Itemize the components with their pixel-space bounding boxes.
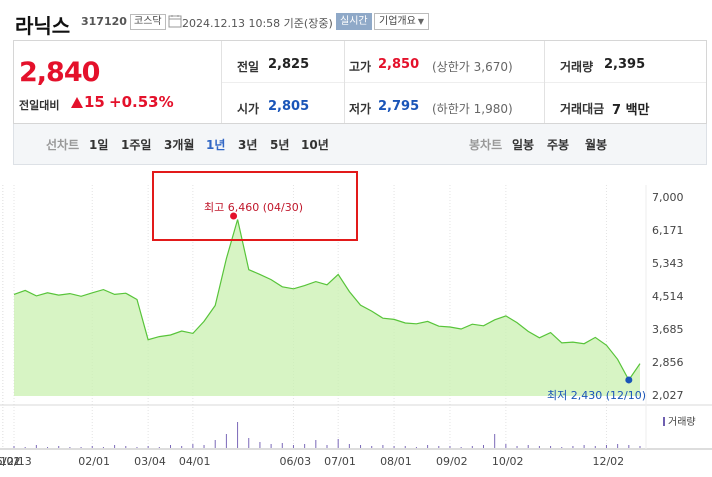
tab-3m[interactable]: 3개월: [164, 138, 195, 152]
x-tick-label: 06/03: [279, 455, 312, 468]
quote-datetime: 2024.12.13 10:58 기준(장중): [182, 17, 333, 30]
stock-code: 317120: [81, 15, 127, 28]
y-tick-label: 4,514: [652, 289, 684, 303]
tab-1w[interactable]: 1주일: [121, 138, 152, 152]
high-annotation: 최고 6,460 (04/30): [204, 201, 304, 214]
high-marker: [230, 212, 238, 220]
y-tick-label: 3,685: [652, 322, 684, 336]
realtime-button[interactable]: 실시간: [336, 13, 372, 30]
x-tick-label: 09/02: [435, 455, 468, 468]
high-highlight-box: [152, 171, 358, 241]
low-value: 2,795: [378, 99, 420, 114]
x-tick-label: 05/02: [0, 455, 21, 468]
tab-3y[interactable]: 3년: [238, 138, 258, 152]
stats-separator: [344, 41, 345, 123]
low-annotation: 최저 2,430 (12/10): [547, 389, 647, 402]
x-tick-label: 10/02: [491, 455, 524, 468]
company-info-dropdown[interactable]: 기업개요 ▼: [374, 13, 429, 30]
volume-legend-swatch: [663, 417, 665, 426]
candle-chart-label: 봉차트: [469, 138, 503, 152]
tab-1d[interactable]: 1일: [89, 138, 109, 152]
up-triangle-icon: [71, 97, 83, 108]
tab-weekly-candle[interactable]: 주봉: [547, 138, 570, 152]
stats-divider: [222, 82, 706, 83]
y-tick-label: 2,856: [652, 355, 684, 369]
low-marker: [625, 376, 633, 384]
x-tick-label: 11/01: [0, 455, 21, 468]
tab-10y[interactable]: 10년: [301, 138, 329, 152]
chart-period-tabs: 선차트 1일 1주일 3개월 1년 3년 5년 10년 봉차트 일봉 주봉 월봉: [13, 124, 707, 165]
x-tick-label: 04/01: [178, 455, 211, 468]
price-chart[interactable]: 7,000 6,171 5,343 4,514 3,685 2,856 2,027 12/1…: [0, 165, 712, 477]
tab-1y[interactable]: 1년: [206, 138, 226, 152]
change-percent: +0.53%: [109, 93, 174, 111]
market-badge: 코스닥: [130, 14, 166, 30]
volume-legend: 거래량: [663, 413, 696, 428]
tab-monthly-candle[interactable]: 월봉: [585, 138, 608, 152]
change-label: 전일대비: [19, 99, 60, 112]
lower-limit: (하한가 1,980): [432, 102, 513, 116]
trade-amount-label: 거래대금: [560, 102, 605, 116]
x-tick-label: 02/01: [78, 455, 110, 468]
x-tick-label: 03/04: [134, 455, 166, 468]
prev-close-value: 2,825: [268, 57, 310, 72]
x-tick-label: 07/01: [324, 455, 356, 468]
volume-legend-label: 거래량: [668, 417, 696, 428]
y-tick-label: 2,027: [652, 389, 684, 402]
current-price: 2,840: [19, 57, 100, 88]
x-tick-label: 08/01: [380, 455, 412, 468]
line-chart-label: 선차트: [46, 138, 80, 152]
quote-header: 라닉스 317120 코스닥 2024.12.13 10:58 기준(장중) 실…: [0, 0, 712, 40]
price-line: [13, 219, 641, 382]
x-tick-label: 12/02: [592, 455, 625, 468]
prev-close-label: 전일: [237, 60, 260, 74]
volume-label: 거래량: [560, 60, 594, 74]
tab-daily-candle[interactable]: 일봉: [512, 138, 535, 152]
y-tick-label: 6,171: [652, 224, 684, 237]
calendar-icon: [168, 15, 182, 28]
chevron-down-icon: ▼: [417, 17, 424, 26]
volume-value: 2,395: [604, 57, 646, 72]
stats-separator: [544, 41, 545, 123]
x-tick-label: 12/13: [0, 455, 32, 468]
price-chart-svg: [0, 185, 712, 450]
price-summary: 2,840 전일대비 15 +0.53% 전일 2,825 고가 2,850 (…: [13, 40, 707, 124]
change-value: 15: [84, 93, 105, 111]
company-info-label: 기업개요: [379, 16, 416, 27]
trade-amount-value: 7 백만: [612, 103, 650, 118]
upper-limit: (상한가 3,670): [432, 60, 513, 74]
high-value: 2,850: [378, 57, 420, 72]
current-price-panel: 2,840 전일대비 15 +0.53%: [14, 41, 222, 123]
y-tick-label: 5,343: [652, 256, 684, 270]
stock-name: 라닉스: [15, 14, 71, 38]
low-label: 저가: [349, 102, 372, 116]
price-area: [14, 219, 640, 396]
high-label: 고가: [349, 60, 372, 74]
y-tick-label: 7,000: [652, 191, 684, 204]
tab-5y[interactable]: 5년: [270, 138, 290, 152]
open-value: 2,805: [268, 99, 310, 114]
open-label: 시가: [237, 102, 260, 116]
